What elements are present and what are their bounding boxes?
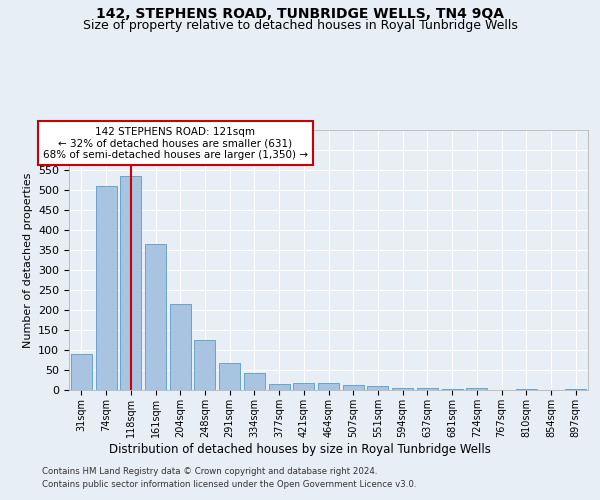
Text: Contains HM Land Registry data © Crown copyright and database right 2024.: Contains HM Land Registry data © Crown c… [42,467,377,476]
Bar [71,354,92,390]
Text: Contains public sector information licensed under the Open Government Licence v3: Contains public sector information licen… [42,480,416,489]
Y-axis label: Number of detached properties: Number of detached properties [23,172,32,348]
Bar [442,389,463,390]
Bar [269,384,290,390]
Text: Size of property relative to detached houses in Royal Tunbridge Wells: Size of property relative to detached ho… [83,18,517,32]
Bar [145,244,166,390]
Bar [95,186,116,390]
Bar [466,388,487,390]
Bar [318,383,339,390]
Bar [170,304,191,390]
Bar [194,340,215,390]
Bar [120,176,141,390]
Bar [219,363,240,390]
Bar [565,389,586,390]
Bar [516,389,537,390]
Bar [244,373,265,390]
Bar [293,383,314,390]
Text: 142, STEPHENS ROAD, TUNBRIDGE WELLS, TN4 9QA: 142, STEPHENS ROAD, TUNBRIDGE WELLS, TN4… [96,8,504,22]
Bar [392,388,413,390]
Bar [343,385,364,390]
Bar [367,386,388,390]
Bar [417,388,438,390]
Text: 142 STEPHENS ROAD: 121sqm
← 32% of detached houses are smaller (631)
68% of semi: 142 STEPHENS ROAD: 121sqm ← 32% of detac… [43,126,308,160]
Text: Distribution of detached houses by size in Royal Tunbridge Wells: Distribution of detached houses by size … [109,442,491,456]
